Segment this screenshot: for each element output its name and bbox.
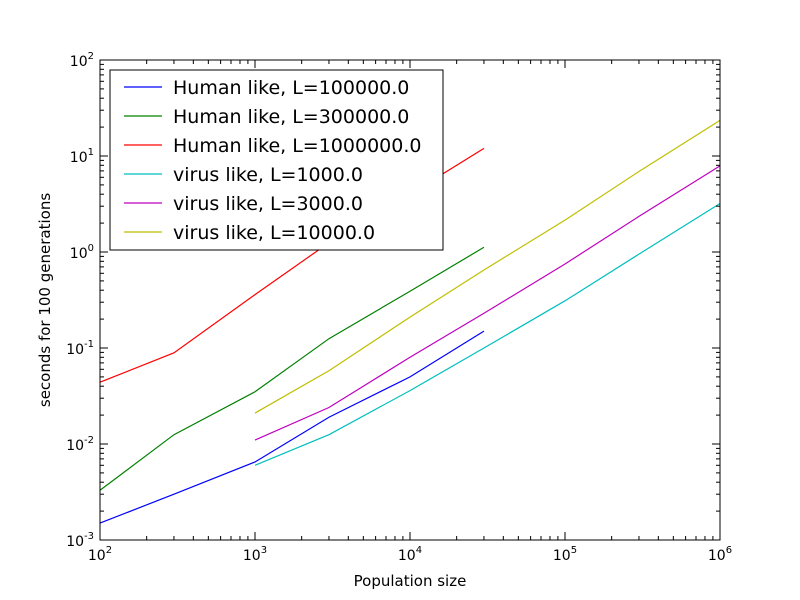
legend-label: virus like, L=10000.0 xyxy=(173,222,375,244)
y-tick-label: 10-2 xyxy=(66,435,94,454)
series-line-6 xyxy=(254,119,721,414)
plot-frame xyxy=(99,59,721,541)
y-tick-label: 10-1 xyxy=(66,339,94,358)
series-line-1 xyxy=(99,330,485,524)
x-tick-label: 103 xyxy=(243,545,267,564)
x-tick-label: 105 xyxy=(553,545,577,564)
y-tick-label: 100 xyxy=(70,243,94,262)
tick-labels-layer: 102 103 104 105 106 10-3 10-2 10-1 100 101 102 xyxy=(66,51,732,564)
y-axis-label: seconds for 100 generations xyxy=(36,193,54,407)
legend-label: virus like, L=1000.0 xyxy=(173,164,363,186)
legend-label: virus like, L=3000.0 xyxy=(173,193,363,215)
series-line-2 xyxy=(99,246,485,491)
legend-box xyxy=(109,69,444,251)
legend-label: Human like, L=1000000.0 xyxy=(173,135,421,157)
y-tick-label: 10-3 xyxy=(66,531,94,550)
legend-label: Human like, L=100000.0 xyxy=(173,77,409,99)
y-tick-label: 101 xyxy=(70,147,94,166)
x-axis-label: Population size xyxy=(354,572,467,590)
legend-label: Human like, L=300000.0 xyxy=(173,106,409,128)
series-line-5 xyxy=(254,165,721,441)
series-layer xyxy=(99,119,721,524)
x-tick-label: 102 xyxy=(88,545,112,564)
x-tick-label: 104 xyxy=(398,545,422,564)
x-tick-label: 106 xyxy=(708,545,732,564)
series-line-4 xyxy=(254,203,721,466)
legend: Human like, L=100000.0 Human like, L=3000… xyxy=(109,69,444,251)
y-tick-label: 102 xyxy=(70,51,94,70)
